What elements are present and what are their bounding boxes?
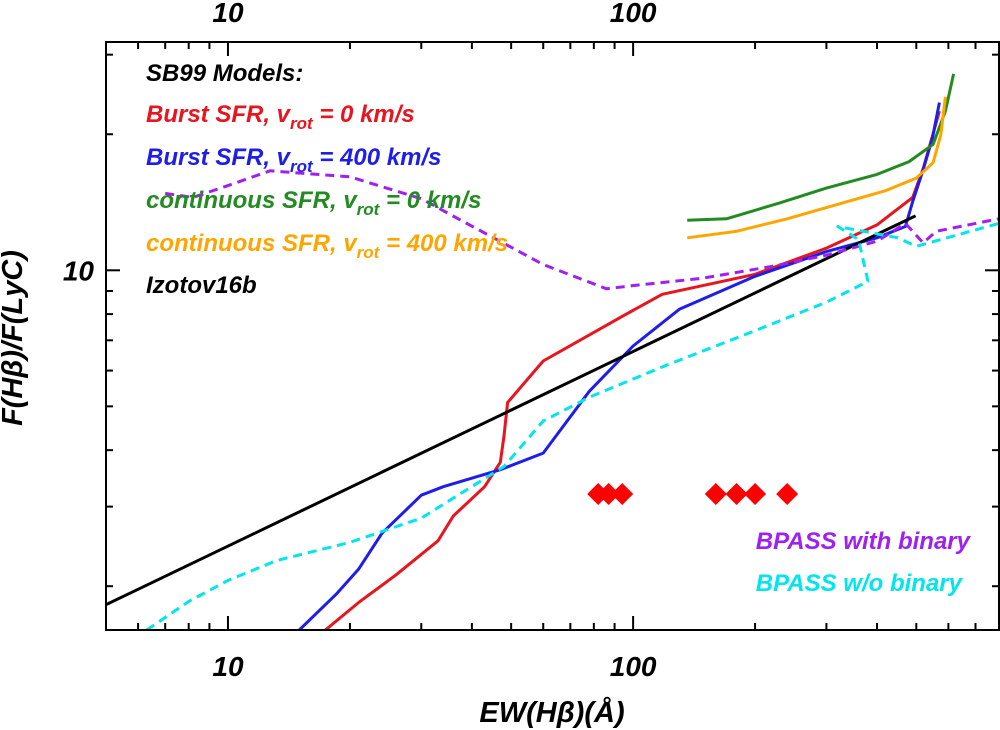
- series-layer: [106, 73, 1000, 630]
- series-line-5: [164, 169, 1000, 291]
- series-line-1: [298, 102, 941, 630]
- data-marker: [725, 482, 748, 505]
- legend-entry-3: continuous SFR, vrot = 400 km/s: [146, 230, 508, 262]
- label-layer: 10 100 10 100 10: [63, 0, 657, 682]
- legend-header: SB99 Models:: [146, 60, 303, 87]
- x-top-tick-label: 100: [610, 0, 657, 28]
- plot-frame: [105, 41, 1000, 631]
- x-top-tick-label: 10: [212, 0, 244, 28]
- series-line-4: [106, 214, 917, 607]
- data-marker: [611, 482, 634, 505]
- series-line-6: [145, 221, 1000, 630]
- legend-entry-1: Burst SFR, vrot = 400 km/s: [146, 144, 441, 176]
- data-marker: [776, 482, 799, 505]
- legend-entry-5: BPASS with binary: [756, 528, 972, 555]
- data-marker: [597, 482, 620, 505]
- x-tick-label: 100: [610, 651, 657, 682]
- legend-entry-6: BPASS w/o binary: [756, 570, 964, 597]
- series-line-3: [687, 96, 947, 240]
- y-axis-title: F(Hβ)/F(LyC): [0, 250, 29, 426]
- legend: SB99 Models: Burst SFR, vrot = 0 km/s Bur…: [146, 60, 972, 597]
- y-tick-label: 10: [63, 255, 95, 286]
- marker-layer: [587, 482, 799, 505]
- data-marker: [744, 482, 767, 505]
- legend-entry-2: continuous SFR, vrot = 0 km/s: [146, 187, 481, 219]
- legend-entry-4: Izotov16b: [146, 272, 257, 299]
- data-marker: [704, 482, 727, 505]
- x-axis-title: EW(Hβ)(Å): [479, 696, 624, 729]
- x-tick-label: 10: [212, 651, 244, 682]
- legend-entry-0: Burst SFR, vrot = 0 km/s: [146, 101, 415, 133]
